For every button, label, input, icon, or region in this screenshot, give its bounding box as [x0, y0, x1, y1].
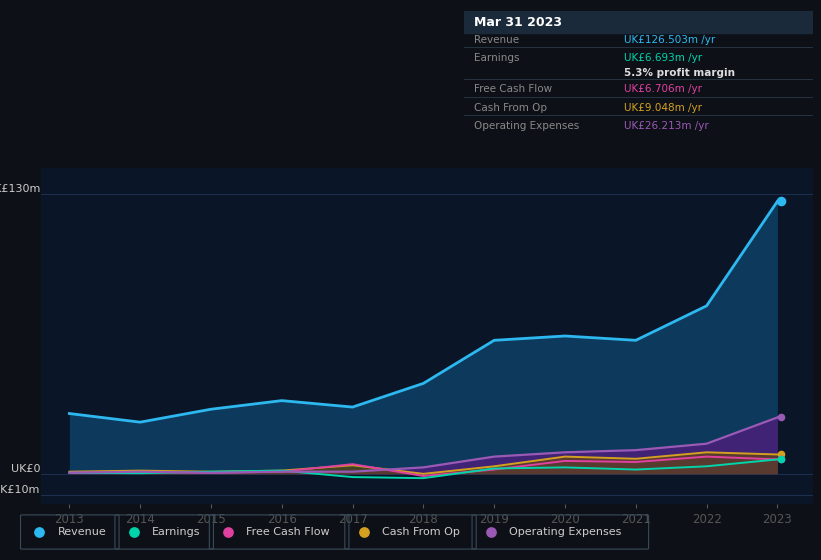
- Point: [774, 450, 787, 459]
- Point: [774, 413, 787, 422]
- Text: Operating Expenses: Operating Expenses: [475, 121, 580, 131]
- Text: UK£6.706m /yr: UK£6.706m /yr: [624, 84, 703, 94]
- Text: UK£9.048m /yr: UK£9.048m /yr: [624, 103, 703, 113]
- Bar: [464, 11, 813, 34]
- Text: UK£130m: UK£130m: [0, 184, 40, 194]
- Text: Cash From Op: Cash From Op: [475, 103, 548, 113]
- Text: Cash From Op: Cash From Op: [382, 527, 460, 537]
- Text: Operating Expenses: Operating Expenses: [509, 527, 621, 537]
- Text: Free Cash Flow: Free Cash Flow: [246, 527, 330, 537]
- Point: [33, 528, 46, 536]
- Point: [774, 455, 787, 464]
- Point: [222, 528, 235, 536]
- Text: UK£126.503m /yr: UK£126.503m /yr: [624, 35, 716, 45]
- Text: UK£0: UK£0: [11, 464, 40, 474]
- Point: [127, 528, 140, 536]
- Text: -UK£10m: -UK£10m: [0, 486, 40, 496]
- Text: Revenue: Revenue: [57, 527, 106, 537]
- Point: [357, 528, 370, 536]
- Text: Free Cash Flow: Free Cash Flow: [475, 84, 553, 94]
- Point: [774, 197, 787, 206]
- Text: Revenue: Revenue: [475, 35, 520, 45]
- Text: UK£26.213m /yr: UK£26.213m /yr: [624, 121, 709, 131]
- Text: Earnings: Earnings: [475, 53, 520, 63]
- Point: [774, 455, 787, 464]
- Text: Mar 31 2023: Mar 31 2023: [475, 16, 562, 29]
- Text: Earnings: Earnings: [152, 527, 200, 537]
- Text: UK£6.693m /yr: UK£6.693m /yr: [624, 53, 703, 63]
- Text: 5.3% profit margin: 5.3% profit margin: [624, 68, 736, 78]
- Point: [484, 528, 498, 536]
